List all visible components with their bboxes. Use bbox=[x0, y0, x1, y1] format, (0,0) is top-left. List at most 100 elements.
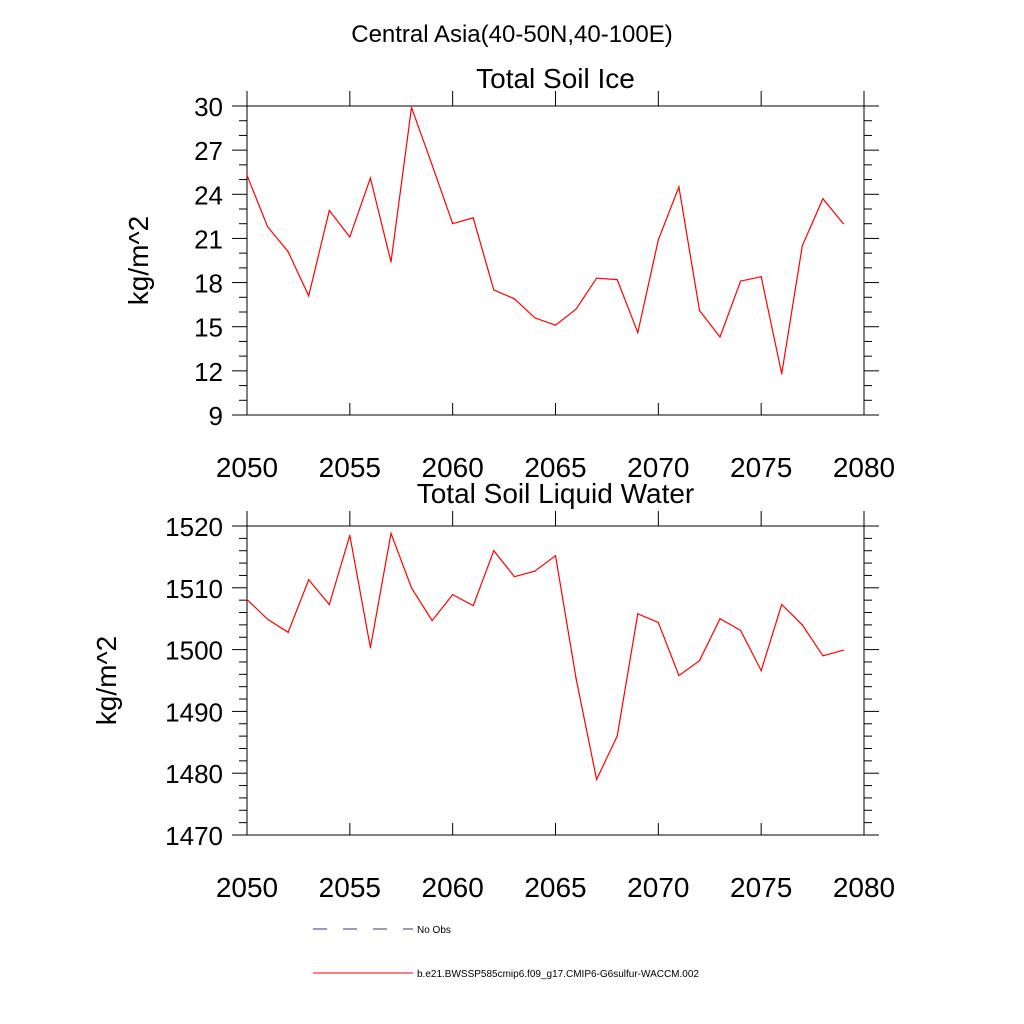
data-point bbox=[534, 317, 536, 319]
data-point bbox=[554, 555, 557, 557]
x-tick-label: 2075 bbox=[730, 452, 792, 483]
data-point bbox=[781, 603, 783, 606]
chart-title: Total Soil Liquid Water bbox=[417, 478, 695, 509]
y-tick-label: 12 bbox=[194, 357, 223, 387]
data-point bbox=[822, 655, 824, 657]
data-point bbox=[842, 223, 845, 225]
data-point bbox=[637, 332, 639, 334]
legend-label-no-obs: No Obs bbox=[417, 925, 451, 936]
data-point bbox=[801, 245, 803, 247]
data-point bbox=[452, 223, 454, 225]
data-point bbox=[760, 276, 762, 278]
data-point bbox=[575, 308, 577, 310]
x-tick-label: 2055 bbox=[319, 872, 381, 903]
y-tick-label: 1470 bbox=[165, 821, 223, 851]
legend-item-model-run: b.e21.BWSSP585cmip6.f09_g17.CMIP6-G6sulf… bbox=[313, 969, 699, 980]
x-tick-label: 2060 bbox=[422, 872, 484, 903]
data-point bbox=[842, 649, 845, 651]
data-point bbox=[740, 629, 742, 632]
data-point bbox=[657, 621, 659, 624]
data-point bbox=[410, 587, 413, 589]
y-axis-label: kg/m^2 bbox=[91, 636, 122, 725]
data-point bbox=[616, 735, 618, 737]
data-point bbox=[328, 603, 330, 606]
data-point bbox=[801, 624, 803, 626]
y-tick-label: 15 bbox=[194, 313, 223, 343]
data-point bbox=[287, 631, 289, 633]
data-point bbox=[452, 593, 454, 596]
data-point bbox=[513, 576, 515, 578]
data-point bbox=[390, 532, 392, 535]
x-tick-label: 2075 bbox=[730, 872, 792, 903]
data-point bbox=[472, 217, 474, 219]
data-point bbox=[349, 534, 351, 536]
data-point bbox=[410, 106, 413, 109]
x-tick-label: 2070 bbox=[627, 452, 689, 483]
y-tick-label: 1480 bbox=[165, 759, 223, 789]
data-point bbox=[308, 295, 310, 297]
data-point bbox=[349, 236, 351, 238]
x-tick-label: 2055 bbox=[319, 452, 381, 483]
data-point bbox=[431, 164, 433, 166]
plot-frame bbox=[246, 525, 865, 836]
data-point bbox=[472, 605, 474, 607]
y-tick-label: 1520 bbox=[165, 512, 223, 542]
x-tick-label: 2070 bbox=[627, 872, 689, 903]
series-line bbox=[246, 107, 844, 374]
data-point bbox=[287, 251, 289, 253]
x-tick-label: 2060 bbox=[422, 452, 484, 483]
data-point bbox=[534, 570, 536, 572]
data-point bbox=[266, 618, 269, 620]
data-point bbox=[308, 579, 310, 581]
data-point bbox=[637, 613, 639, 615]
chart-title: Total Soil Ice bbox=[476, 63, 635, 94]
data-point bbox=[246, 598, 248, 601]
data-point bbox=[719, 336, 721, 338]
y-tick-label: 24 bbox=[194, 180, 223, 210]
figure-title: Central Asia(40-50N,40-100E) bbox=[351, 21, 673, 48]
y-tick-label: 1500 bbox=[165, 636, 223, 666]
data-point bbox=[493, 550, 495, 552]
data-point bbox=[390, 261, 392, 263]
data-point bbox=[657, 239, 659, 241]
data-point bbox=[822, 198, 824, 200]
data-point bbox=[678, 186, 680, 188]
data-point bbox=[369, 177, 371, 179]
data-point bbox=[596, 778, 598, 780]
data-point bbox=[246, 174, 248, 176]
data-point bbox=[513, 298, 515, 300]
data-point bbox=[698, 660, 701, 662]
legend: No Obs b.e21.BWSSP585cmip6.f09_g17.CMIP6… bbox=[313, 925, 699, 980]
legend-item-no-obs: No Obs bbox=[313, 925, 451, 936]
data-point bbox=[698, 309, 701, 312]
x-tick-label: 2065 bbox=[524, 872, 586, 903]
plot-frame bbox=[246, 105, 865, 416]
panel-total-soil-ice: Total Soil Ice kg/m^2 2050 2055 2060 2065 2070… bbox=[123, 63, 895, 483]
legend-label-model-run: b.e21.BWSSP585cmip6.f09_g17.CMIP6-G6sulf… bbox=[417, 969, 699, 980]
x-tick-label: 2050 bbox=[216, 872, 278, 903]
data-point bbox=[493, 289, 495, 291]
data-point bbox=[369, 647, 371, 649]
x-tick-label: 2065 bbox=[524, 452, 586, 483]
y-tick-label: 1510 bbox=[165, 574, 223, 604]
data-point bbox=[678, 674, 680, 677]
y-axis-label: kg/m^2 bbox=[123, 216, 154, 305]
data-point bbox=[575, 678, 577, 680]
data-point bbox=[266, 226, 269, 228]
y-tick-label: 1490 bbox=[165, 697, 223, 727]
data-point bbox=[616, 279, 618, 281]
data-point bbox=[328, 209, 330, 212]
series-line bbox=[246, 531, 844, 782]
y-tick-label: 30 bbox=[194, 92, 223, 122]
data-point bbox=[781, 373, 783, 375]
x-tick-label: 2080 bbox=[833, 872, 895, 903]
data-point bbox=[760, 670, 762, 672]
data-point bbox=[596, 277, 598, 279]
y-tick-label: 18 bbox=[194, 269, 223, 299]
y-tick-label: 21 bbox=[194, 224, 223, 254]
x-tick-label: 2050 bbox=[216, 452, 278, 483]
data-point bbox=[554, 324, 557, 326]
panel-total-soil-liquid-water: Total Soil Liquid Water kg/m^2 2050 2055 206… bbox=[91, 478, 895, 903]
x-tick-label: 2080 bbox=[833, 452, 895, 483]
